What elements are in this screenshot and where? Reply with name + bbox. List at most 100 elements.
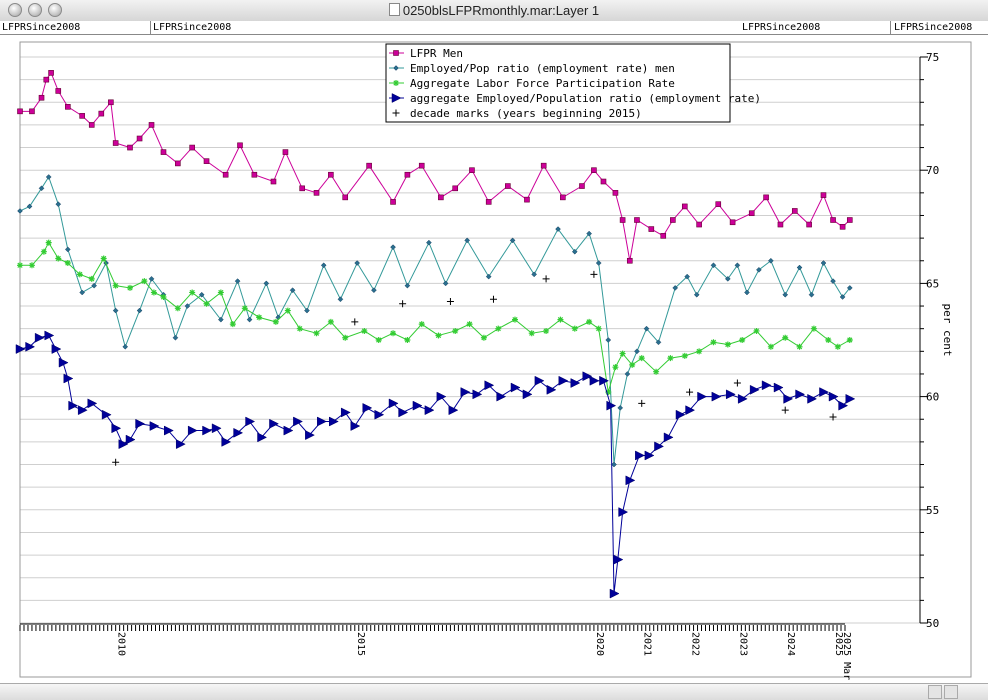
data-point: [591, 167, 597, 173]
data-point: [257, 432, 268, 443]
data-point: [796, 264, 803, 271]
data-point: [38, 94, 45, 101]
horizontal-scrollbar[interactable]: [0, 683, 988, 700]
close-window-button[interactable]: [8, 3, 22, 17]
series-5: [112, 270, 837, 466]
data-point: [203, 158, 210, 164]
data-point: [337, 296, 344, 303]
data-point: [579, 183, 585, 189]
data-point: [328, 171, 334, 178]
data-point: [783, 393, 794, 404]
data-point: [361, 327, 368, 334]
legend-entry: LFPR Men: [389, 47, 463, 60]
data-point: [25, 341, 36, 352]
data-point: [484, 380, 495, 391]
data-point: [748, 210, 755, 217]
data-point: [17, 262, 23, 269]
data-point: [531, 271, 537, 278]
tab-layer-3[interactable]: LFPRSince2008: [742, 22, 821, 33]
data-point: [555, 226, 561, 232]
data-point: [820, 260, 827, 266]
data-point: [460, 387, 471, 397]
data-point: [282, 149, 289, 155]
tab-layer-2[interactable]: LFPRSince2008: [153, 22, 232, 33]
legend-label: decade marks (years beginning 2015): [410, 107, 642, 120]
data-point: [118, 439, 129, 450]
data-point: [648, 226, 655, 232]
data-point: [426, 239, 432, 246]
y-axis-ticks: 50 55 60 65 70 75: [920, 51, 939, 630]
data-point: [634, 217, 640, 223]
data-point: [777, 221, 784, 228]
data-point: [203, 300, 210, 307]
data-point: [609, 588, 620, 599]
data-point: [557, 316, 564, 323]
data-point: [136, 135, 143, 142]
y-tick-label: 60: [926, 391, 939, 404]
data-point: [634, 348, 640, 355]
data-point: [91, 282, 97, 289]
data-point: [202, 425, 213, 436]
data-point: [438, 194, 444, 201]
legend-entry: aggregate Employed/Population ratio (emp…: [389, 92, 761, 105]
data-point: [724, 276, 731, 282]
layer-tab-row: LFPRSince2008 LFPRSince2008 LFPRSince200…: [0, 21, 988, 35]
data-point: [160, 293, 167, 300]
data-point: [388, 398, 399, 409]
data-point: [79, 113, 85, 119]
data-point: [619, 217, 626, 223]
data-point: [305, 430, 315, 440]
data-point: [808, 291, 815, 298]
data-point: [595, 260, 602, 266]
data-point: [76, 271, 83, 278]
data-point: [263, 280, 270, 287]
tab-divider: [890, 21, 891, 34]
data-point: [466, 321, 473, 328]
data-point: [55, 201, 62, 208]
zoom-window-button[interactable]: [48, 3, 62, 17]
plot-frame: [19, 41, 972, 678]
data-point: [807, 393, 818, 404]
data-point: [391, 93, 402, 103]
data-point: [98, 110, 105, 117]
data-point: [791, 208, 798, 214]
data-point: [795, 389, 806, 400]
scroll-left-button[interactable]: [928, 685, 942, 699]
data-point: [763, 194, 769, 201]
data-point: [737, 393, 748, 404]
data-point: [34, 332, 45, 343]
data-point: [469, 167, 475, 173]
tab-layer-1[interactable]: LFPRSince2008: [2, 22, 81, 33]
data-point: [667, 355, 674, 362]
data-point: [141, 278, 148, 285]
data-point: [570, 378, 581, 388]
minimize-window-button[interactable]: [28, 3, 42, 17]
data-point: [560, 194, 566, 201]
data-point: [586, 230, 592, 237]
data-point: [48, 70, 54, 76]
data-point: [672, 285, 679, 291]
data-point: [768, 257, 774, 264]
data-point: [164, 425, 174, 436]
data-point: [58, 357, 69, 368]
data-point: [51, 344, 62, 354]
y-tick-label: 70: [926, 164, 939, 177]
data-point: [749, 384, 760, 395]
data-point: [715, 201, 722, 207]
tab-layer-4[interactable]: LFPRSince2008: [894, 22, 973, 33]
x-tick-label: 2024: [785, 632, 796, 656]
data-point: [806, 221, 812, 228]
data-point: [218, 316, 224, 323]
data-point: [781, 406, 789, 414]
data-point: [127, 284, 133, 291]
data-point: [571, 325, 578, 332]
data-point: [589, 375, 600, 386]
data-point: [542, 275, 550, 283]
y-tick-label: 50: [926, 617, 939, 630]
data-point: [221, 436, 232, 447]
scroll-right-button[interactable]: [944, 685, 958, 699]
data-point: [68, 400, 79, 411]
data-point: [184, 303, 191, 309]
data-point: [175, 439, 186, 450]
data-point: [111, 423, 122, 434]
